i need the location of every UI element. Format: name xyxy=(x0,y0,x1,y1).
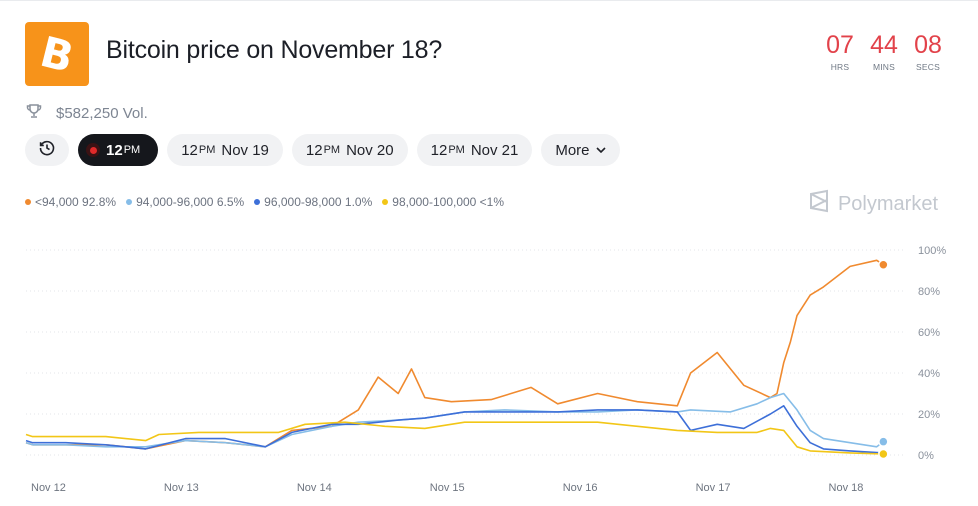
series-line-3 xyxy=(25,421,884,455)
timer-minutes: 44 MINS xyxy=(868,32,900,72)
y-tick-label: 80% xyxy=(918,286,940,298)
date-tabs: 12 PM 12 PM Nov 19 12 PM Nov 20 12 PM No… xyxy=(25,134,620,166)
legend-label: 98,000-100,000 <1% xyxy=(392,195,505,209)
x-tick-label: Nov 18 xyxy=(829,482,864,494)
bitcoin-logo-icon: B xyxy=(25,22,89,86)
tab-live-12pm[interactable]: 12 PM xyxy=(78,134,159,166)
tab-ampm: PM xyxy=(323,144,341,156)
tab-ampm: PM xyxy=(448,144,465,156)
volume-text: $582,250 Vol. xyxy=(56,104,148,122)
tab-time: 12 xyxy=(430,141,448,159)
more-label: More xyxy=(555,141,590,159)
series-end-point-3 xyxy=(878,448,889,460)
market-title: Bitcoin price on November 18? xyxy=(106,36,443,64)
series-end-point-0 xyxy=(878,259,889,271)
live-indicator-icon xyxy=(86,143,100,157)
legend-item: 94,000-96,000 6.5% xyxy=(126,195,244,209)
timer-minutes-value: 44 xyxy=(870,31,898,59)
volume-row: $582,250 Vol. xyxy=(26,103,148,123)
polymarket-watermark: Polymarket xyxy=(808,189,938,219)
chevron-down-icon xyxy=(595,147,606,153)
tab-date: Nov 20 xyxy=(346,141,394,159)
chart-legend: <94,000 92.8% 94,000-96,000 6.5% 96,000-… xyxy=(25,195,504,209)
series-line-2 xyxy=(25,404,884,454)
legend-dot xyxy=(382,199,389,205)
tab-live-ampm: PM xyxy=(123,144,141,156)
x-tick-label: Nov 12 xyxy=(31,482,66,494)
legend-label: <94,000 92.8% xyxy=(35,195,117,209)
legend-label: 94,000-96,000 6.5% xyxy=(136,195,245,209)
series-line-1 xyxy=(25,392,884,448)
y-tick-label: 40% xyxy=(918,368,940,380)
tab-date: Nov 21 xyxy=(470,141,519,159)
legend-item: <94,000 92.8% xyxy=(25,195,116,209)
timer-minutes-label: MINS xyxy=(872,62,896,72)
x-tick-label: Nov 15 xyxy=(430,482,465,494)
more-dropdown-button[interactable]: More xyxy=(541,134,620,166)
y-tick-label: 100% xyxy=(918,245,946,257)
timer-hours-value: 07 xyxy=(826,31,854,59)
y-tick-label: 20% xyxy=(918,409,940,421)
tab-nov-19[interactable]: 12 PM Nov 19 xyxy=(167,134,283,166)
tab-ampm: PM xyxy=(198,144,216,156)
tab-nov-20[interactable]: 12 PM Nov 20 xyxy=(291,134,408,166)
legend-item: 98,000-100,000 <1% xyxy=(382,195,504,209)
tab-date: Nov 19 xyxy=(221,141,269,159)
x-tick-label: Nov 17 xyxy=(696,482,731,494)
x-tick-label: Nov 14 xyxy=(297,482,332,494)
legend-label: 96,000-98,000 1.0% xyxy=(264,195,373,209)
polymarket-brand-text: Polymarket xyxy=(837,192,938,215)
tab-nov-21[interactable]: 12 PM Nov 21 xyxy=(416,134,533,166)
tab-live-time: 12 xyxy=(106,141,123,159)
y-tick-label: 60% xyxy=(918,327,940,339)
tab-time: 12 xyxy=(305,141,323,159)
series-end-point-1 xyxy=(878,436,889,447)
trophy-icon xyxy=(26,103,42,123)
timer-hours: 07 HRS xyxy=(824,32,856,72)
timer-seconds-value: 08 xyxy=(914,31,942,59)
legend-dot xyxy=(254,199,261,205)
legend-item: 96,000-98,000 1.0% xyxy=(254,195,372,209)
top-divider xyxy=(0,0,978,1)
x-tick-label: Nov 16 xyxy=(563,482,598,494)
timer-hours-label: HRS xyxy=(830,62,850,72)
series-line-0 xyxy=(25,259,884,450)
timer-seconds: 08 SECS xyxy=(912,32,944,72)
legend-dot xyxy=(126,199,133,205)
timer-seconds-label: SECS xyxy=(916,62,940,72)
polymarket-logo-icon xyxy=(808,189,830,219)
countdown-timer: 07 HRS 44 MINS 08 SECS xyxy=(824,32,944,72)
x-tick-label: Nov 13 xyxy=(164,482,199,494)
y-tick-label: 0% xyxy=(918,450,934,462)
clock-icon xyxy=(38,139,56,161)
history-button[interactable] xyxy=(25,134,69,166)
tab-time: 12 xyxy=(181,141,198,159)
legend-dot xyxy=(25,199,31,205)
